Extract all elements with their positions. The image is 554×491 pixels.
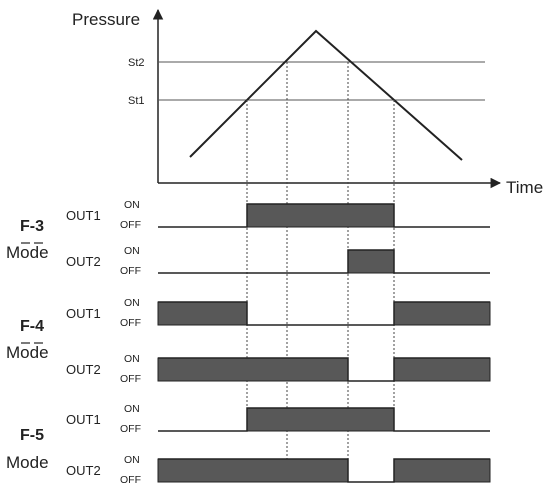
on-pulse — [157, 301, 248, 326]
on-state-label: ON — [124, 245, 140, 257]
on-pulse — [347, 249, 395, 274]
off-state-label: OFF — [120, 317, 141, 329]
output-name-label: OUT1 — [66, 306, 101, 321]
output-waveforms: OUT1ONOFFOUT2ONOFFOUT1ONOFFOUT2ONOFFOUT1… — [66, 199, 491, 486]
mode-f3-word: Mode — [6, 243, 49, 262]
waveform-row: OUT2 ON OFF — [66, 245, 490, 277]
off-state-label: OFF — [120, 265, 141, 277]
pressure-curve — [189, 29, 463, 161]
output-name-label: OUT1 — [66, 412, 101, 427]
waveform-line — [158, 407, 490, 432]
mode-f5-code: F-5 — [20, 427, 44, 444]
waveform-row: OUT2 ON OFF — [66, 454, 491, 486]
on-pulse — [246, 203, 395, 228]
off-state-label: OFF — [120, 219, 141, 231]
mode-f5-word: Mode — [6, 453, 49, 472]
mode-f3-code: F-3 — [20, 218, 44, 235]
off-state-label: OFF — [120, 373, 141, 385]
waveform-line — [158, 203, 490, 228]
on-state-label: ON — [124, 454, 140, 466]
off-state-label: OFF — [120, 474, 141, 486]
output-name-label: OUT2 — [66, 254, 101, 269]
on-state-label: ON — [124, 199, 140, 211]
setpoint-st1-label: St1 — [128, 95, 145, 107]
waveform-line — [158, 249, 490, 274]
on-pulse — [393, 357, 491, 382]
output-name-label: OUT2 — [66, 463, 101, 478]
waveform-row: OUT1 ON OFF — [66, 297, 491, 329]
on-state-label: ON — [124, 353, 140, 365]
on-state-label: ON — [124, 403, 140, 415]
output-name-label: OUT1 — [66, 208, 101, 223]
y-axis-label: Pressure — [72, 10, 140, 29]
waveform-row: OUT2 ON OFF — [66, 353, 491, 385]
mode-f4-word: Mode — [6, 343, 49, 362]
on-state-label: ON — [124, 297, 140, 309]
waveform-line — [158, 458, 490, 483]
waveform-line — [158, 357, 490, 382]
on-pulse — [157, 458, 349, 483]
x-axis-label: Time — [506, 178, 543, 197]
waveform-row: OUT1 ON OFF — [66, 403, 490, 435]
on-pulse — [157, 357, 349, 382]
output-name-label: OUT2 — [66, 362, 101, 377]
setpoint-st2-label: St2 — [128, 57, 145, 69]
on-pulse — [246, 407, 395, 432]
off-state-label: OFF — [120, 423, 141, 435]
mode-f4-code: F-4 — [20, 318, 44, 335]
waveform-line — [158, 301, 490, 326]
on-pulse — [393, 458, 491, 483]
on-pulse — [393, 301, 491, 326]
waveform-row: OUT1 ON OFF — [66, 199, 490, 231]
